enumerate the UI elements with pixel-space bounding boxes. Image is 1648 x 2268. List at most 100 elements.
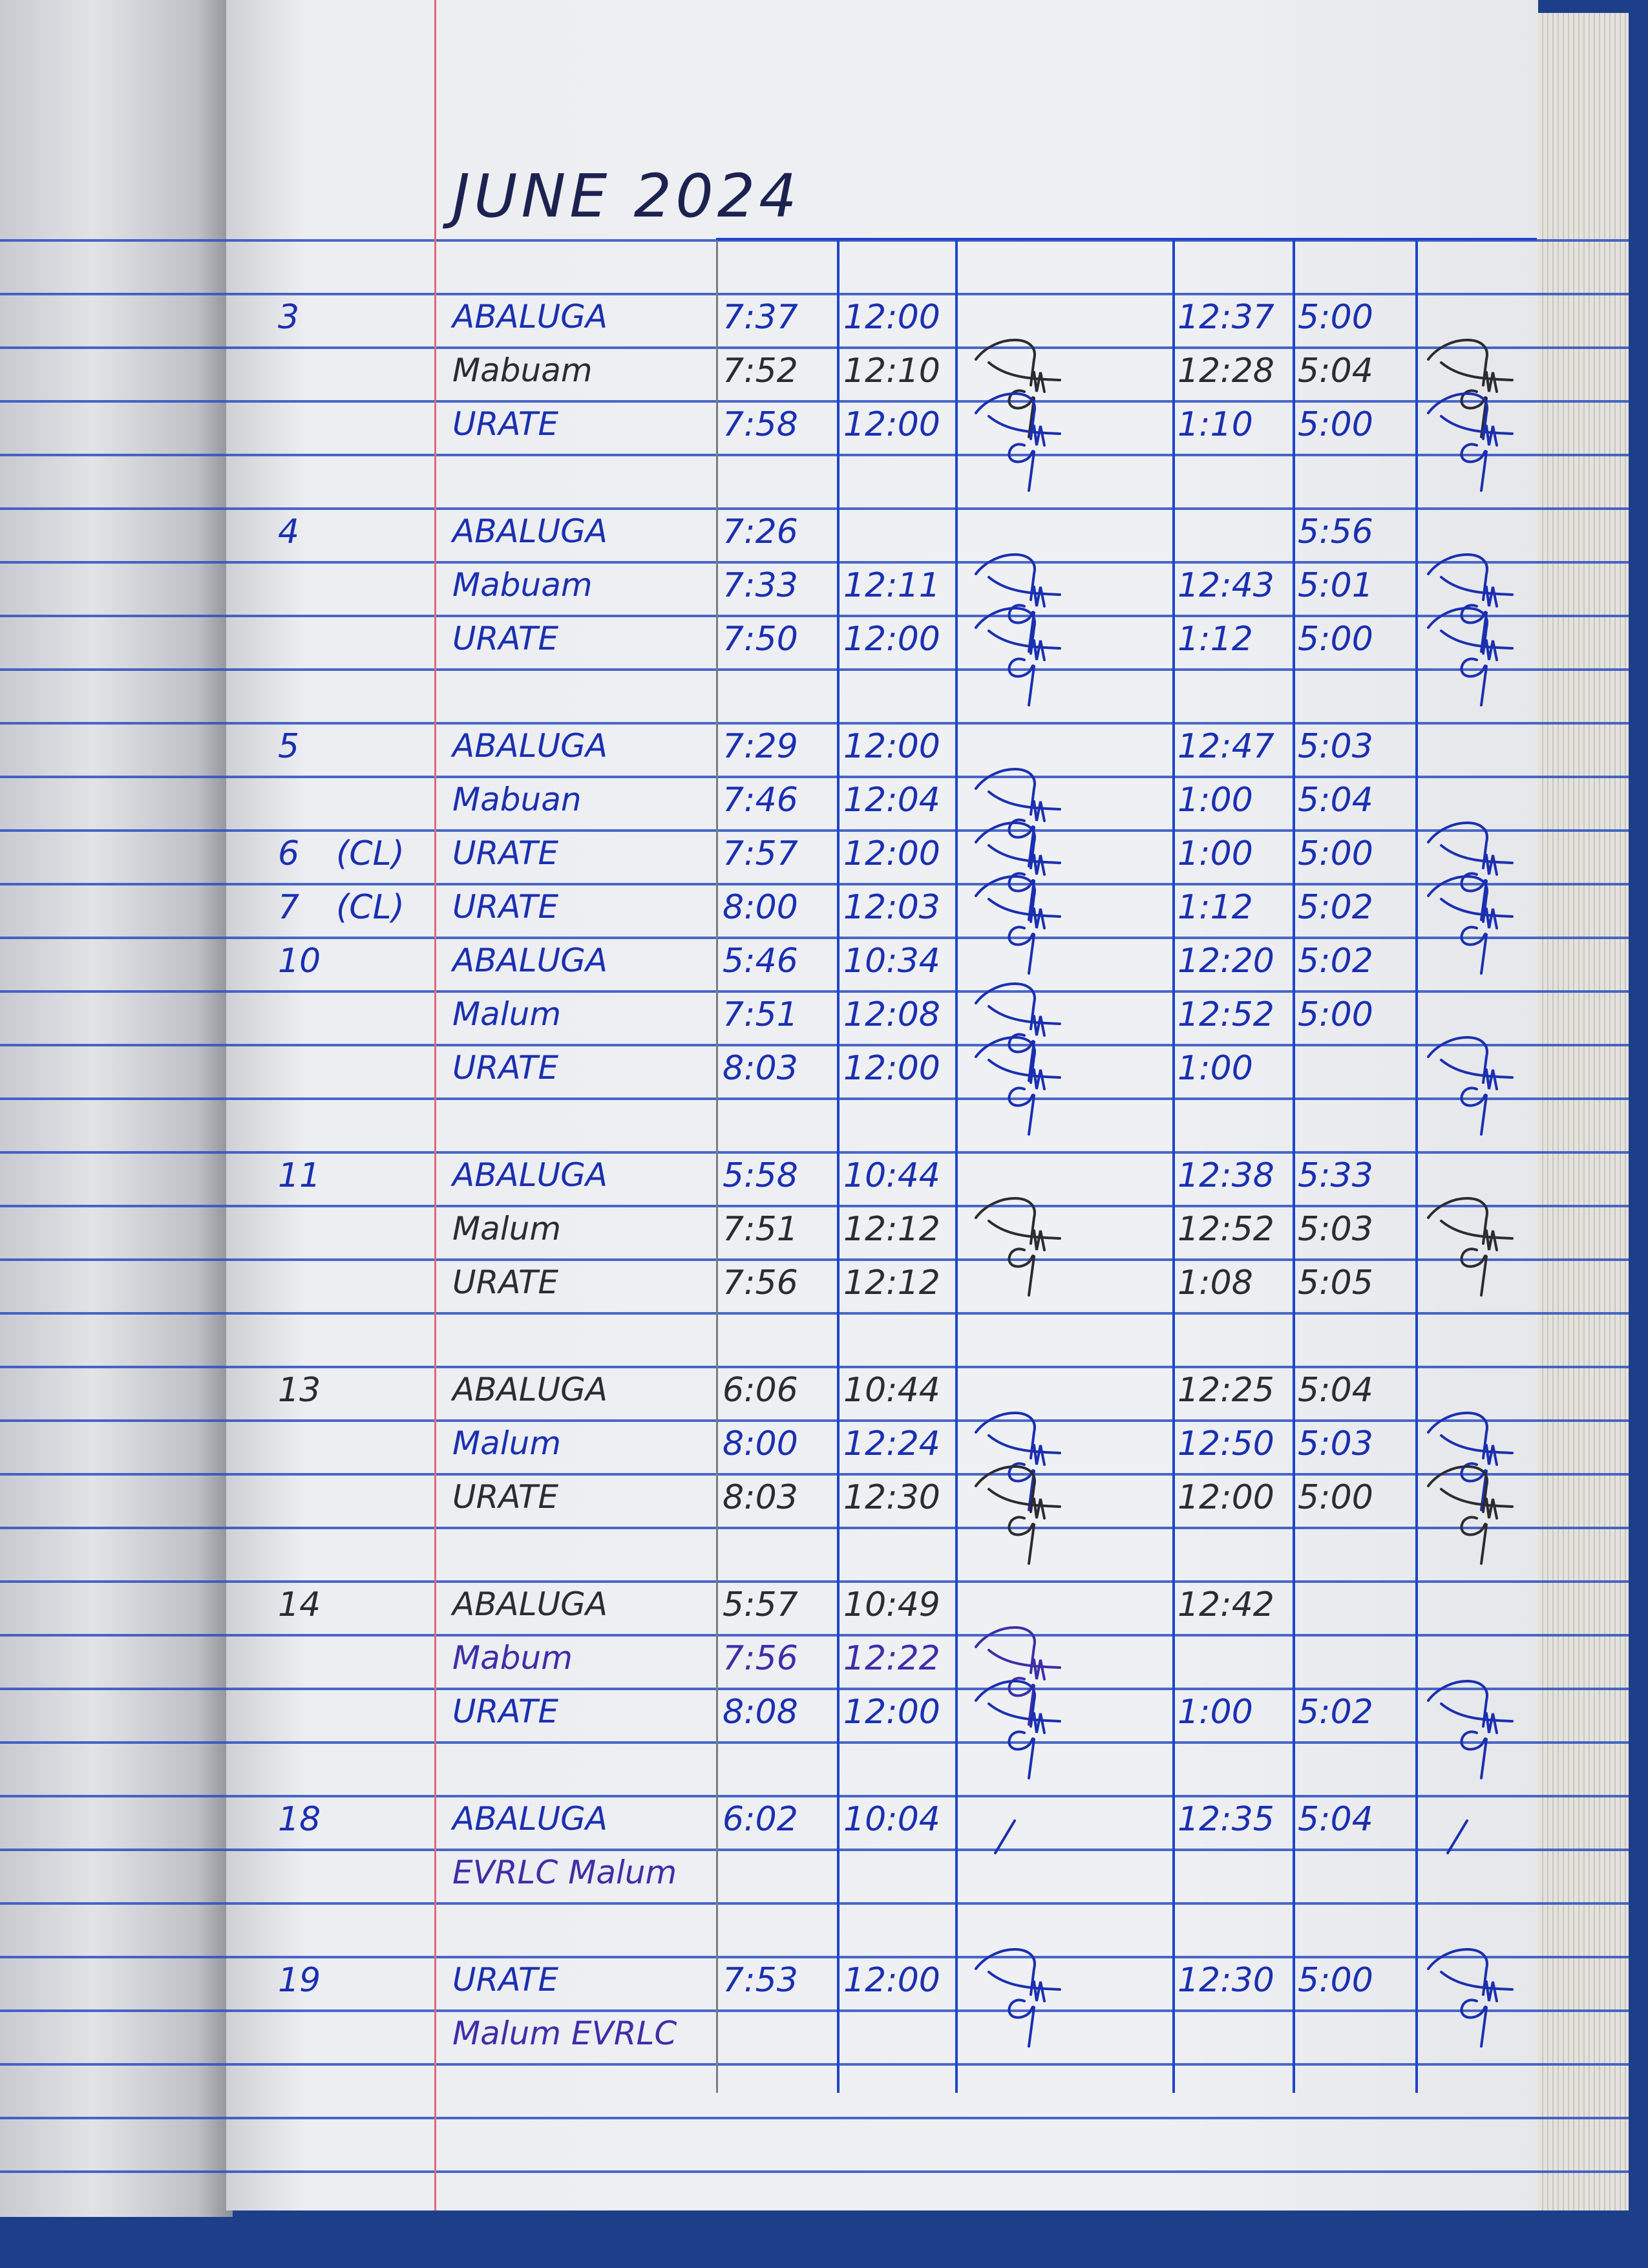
time-in2: 12:28 <box>1178 352 1274 390</box>
check-mark-icon <box>969 1782 1066 1881</box>
time-out2: 5:02 <box>1298 888 1373 927</box>
signature-icon <box>1422 1943 1519 2048</box>
ruled-line <box>0 1205 1629 1207</box>
time-in2: 12:00 <box>1178 1478 1274 1517</box>
ruled-line <box>0 1795 1629 1797</box>
signature-icon <box>969 1675 1066 1779</box>
time-in1: 7:29 <box>723 727 798 766</box>
employee-name: URATE <box>452 620 559 657</box>
signature-icon <box>969 1460 1066 1565</box>
ruled-line <box>0 400 1629 403</box>
day-number: 13 <box>278 1371 321 1410</box>
signature-icon <box>969 870 1066 975</box>
signature-icon <box>969 1031 1066 1136</box>
time-in2: 12:38 <box>1178 1156 1274 1195</box>
ruled-line <box>0 239 1629 242</box>
employee-name: ABALUGA <box>452 1156 608 1194</box>
time-in2: 12:20 <box>1178 942 1274 980</box>
ruled-line <box>0 2063 1629 2066</box>
employee-name: URATE <box>452 834 559 872</box>
log-row: URATE 7:50 12:00 1:12 5:00 <box>0 607 1551 706</box>
signature-icon <box>969 1621 1066 1726</box>
ruled-line <box>0 1366 1629 1368</box>
time-out1: 12:00 <box>843 405 940 444</box>
time-out2: 5:00 <box>1298 995 1373 1034</box>
signature-icon <box>969 1192 1066 1297</box>
time-in1: 7:46 <box>723 781 798 820</box>
ruled-line <box>0 2170 1629 2173</box>
ruled-line <box>0 561 1629 564</box>
column-line <box>716 239 718 2093</box>
time-out1: 12:00 <box>843 298 940 337</box>
log-row: 11 ABALUGA 5:58 10:44 12:38 5:33 <box>0 1151 1551 1205</box>
signature-icon <box>969 816 1066 921</box>
ruled-line <box>0 2117 1629 2119</box>
ruled-line <box>0 2009 1629 2012</box>
time-in1: 8:03 <box>723 1478 798 1517</box>
ruled-line <box>0 937 1629 939</box>
time-in1: 7:56 <box>723 1639 798 1678</box>
ruled-line <box>0 1580 1629 1583</box>
time-out1: 12:00 <box>843 620 940 659</box>
time-out1: 12:00 <box>843 1049 940 1088</box>
signature-icon <box>1422 1192 1519 1297</box>
employee-name: Malum <box>452 995 562 1033</box>
employee-name: ABALUGA <box>452 1585 608 1623</box>
day-number: 4 <box>278 513 300 551</box>
employee-name: URATE <box>452 888 559 926</box>
log-row <box>0 239 1551 293</box>
time-in2: 1:10 <box>1178 405 1253 444</box>
log-row: 5 ABALUGA 7:29 12:00 12:47 5:03 <box>0 722 1551 776</box>
employee-name: ABALUGA <box>452 1371 608 1408</box>
log-row: 10 ABALUGA 5:46 10:34 12:20 5:02 <box>0 937 1551 990</box>
day-number: 11 <box>278 1156 321 1195</box>
leave-note: (CL) <box>336 888 405 927</box>
time-in1: 7:37 <box>723 298 798 337</box>
ruled-line <box>0 722 1629 725</box>
time-in2: 12:37 <box>1178 298 1274 337</box>
time-in1: 7:57 <box>723 834 798 873</box>
log-row: 18 ABALUGA 6:02 10:04 12:35 5:04 <box>0 1795 1551 1854</box>
ruled-line <box>0 1097 1629 1100</box>
log-row: URATE 8:03 12:30 12:00 5:00 <box>0 1465 1551 1565</box>
signature-icon <box>1422 387 1519 492</box>
day-number: 6 <box>278 834 300 873</box>
ruled-line <box>0 1044 1629 1046</box>
ruled-line <box>0 668 1629 671</box>
time-out1: 12:24 <box>843 1425 940 1463</box>
time-in1: 7:51 <box>723 1210 798 1249</box>
ruled-line <box>0 346 1629 349</box>
time-in1: 7:52 <box>723 352 798 390</box>
time-in2: 1:00 <box>1178 834 1253 873</box>
log-row: URATE 8:08 12:00 1:00 5:02 <box>0 1680 1551 1779</box>
time-in1: 8:03 <box>723 1049 798 1088</box>
day-number: 3 <box>278 298 300 337</box>
signature-icon <box>969 763 1066 867</box>
column-line <box>837 239 840 2093</box>
time-out1: 10:49 <box>843 1585 940 1624</box>
time-out1: 12:12 <box>843 1264 940 1302</box>
log-row <box>0 668 1551 722</box>
log-row: EVRLC Malum <box>0 1849 1551 1902</box>
time-out2: 5:04 <box>1298 352 1373 390</box>
log-row: 14 ABALUGA 5:57 10:49 12:42 <box>0 1580 1551 1634</box>
ruled-line <box>0 507 1629 510</box>
signature-icon <box>969 602 1066 706</box>
time-out1: 10:04 <box>843 1800 940 1839</box>
time-out2: 5:04 <box>1298 1371 1373 1410</box>
employee-name: ABALUGA <box>452 298 608 335</box>
employee-name: Mabuan <box>452 781 582 818</box>
time-in2: 12:43 <box>1178 566 1274 605</box>
time-in2: 12:35 <box>1178 1800 1274 1839</box>
time-in1: 8:08 <box>723 1693 798 1732</box>
time-in2: 1:12 <box>1178 620 1253 659</box>
check-mark-icon <box>1422 1782 1519 1881</box>
time-in1: 7:53 <box>723 1961 798 2000</box>
time-out2: 5:04 <box>1298 1800 1373 1839</box>
log-row: 7 (CL) URATE 8:00 12:03 1:12 5:02 <box>0 875 1551 975</box>
employee-name: Malum <box>452 1425 562 1462</box>
column-line <box>955 239 958 2093</box>
page-title: JUNE 2024 <box>452 162 801 231</box>
ruled-line <box>0 990 1629 993</box>
ruled-line <box>0 454 1629 456</box>
